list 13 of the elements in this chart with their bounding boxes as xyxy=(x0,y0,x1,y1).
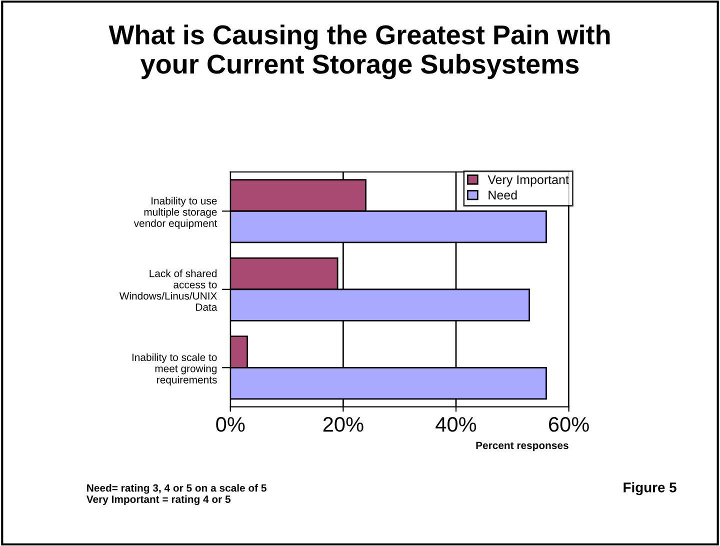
chart-title: What is Causing the Greatest Pain with your Current Storage Subsystems xyxy=(108,24,610,80)
x-tick-label: 0% xyxy=(216,417,245,432)
y-tick-label: Inability to scale to meet growing requirements xyxy=(132,353,217,386)
text: Need= rating 3, 4 or 5 on a scale of 5 Very Important = rating 4 or 5 xyxy=(86,484,266,506)
x-tick-label: 20% xyxy=(323,417,364,432)
legend-label: Very Important xyxy=(488,175,569,187)
y-tick-label: Lack of shared access to Windows/Linus/UNIX Data xyxy=(119,270,218,311)
x-tick-label: 40% xyxy=(436,417,476,432)
x-axis-title: Percent responses xyxy=(476,442,568,452)
legend-label: Need xyxy=(488,190,517,200)
x-tick-label: 60% xyxy=(549,417,589,432)
caption: Figure 5 xyxy=(624,482,676,496)
y-tick-label: Inability to use multiple storage vendor equipment xyxy=(134,196,218,230)
